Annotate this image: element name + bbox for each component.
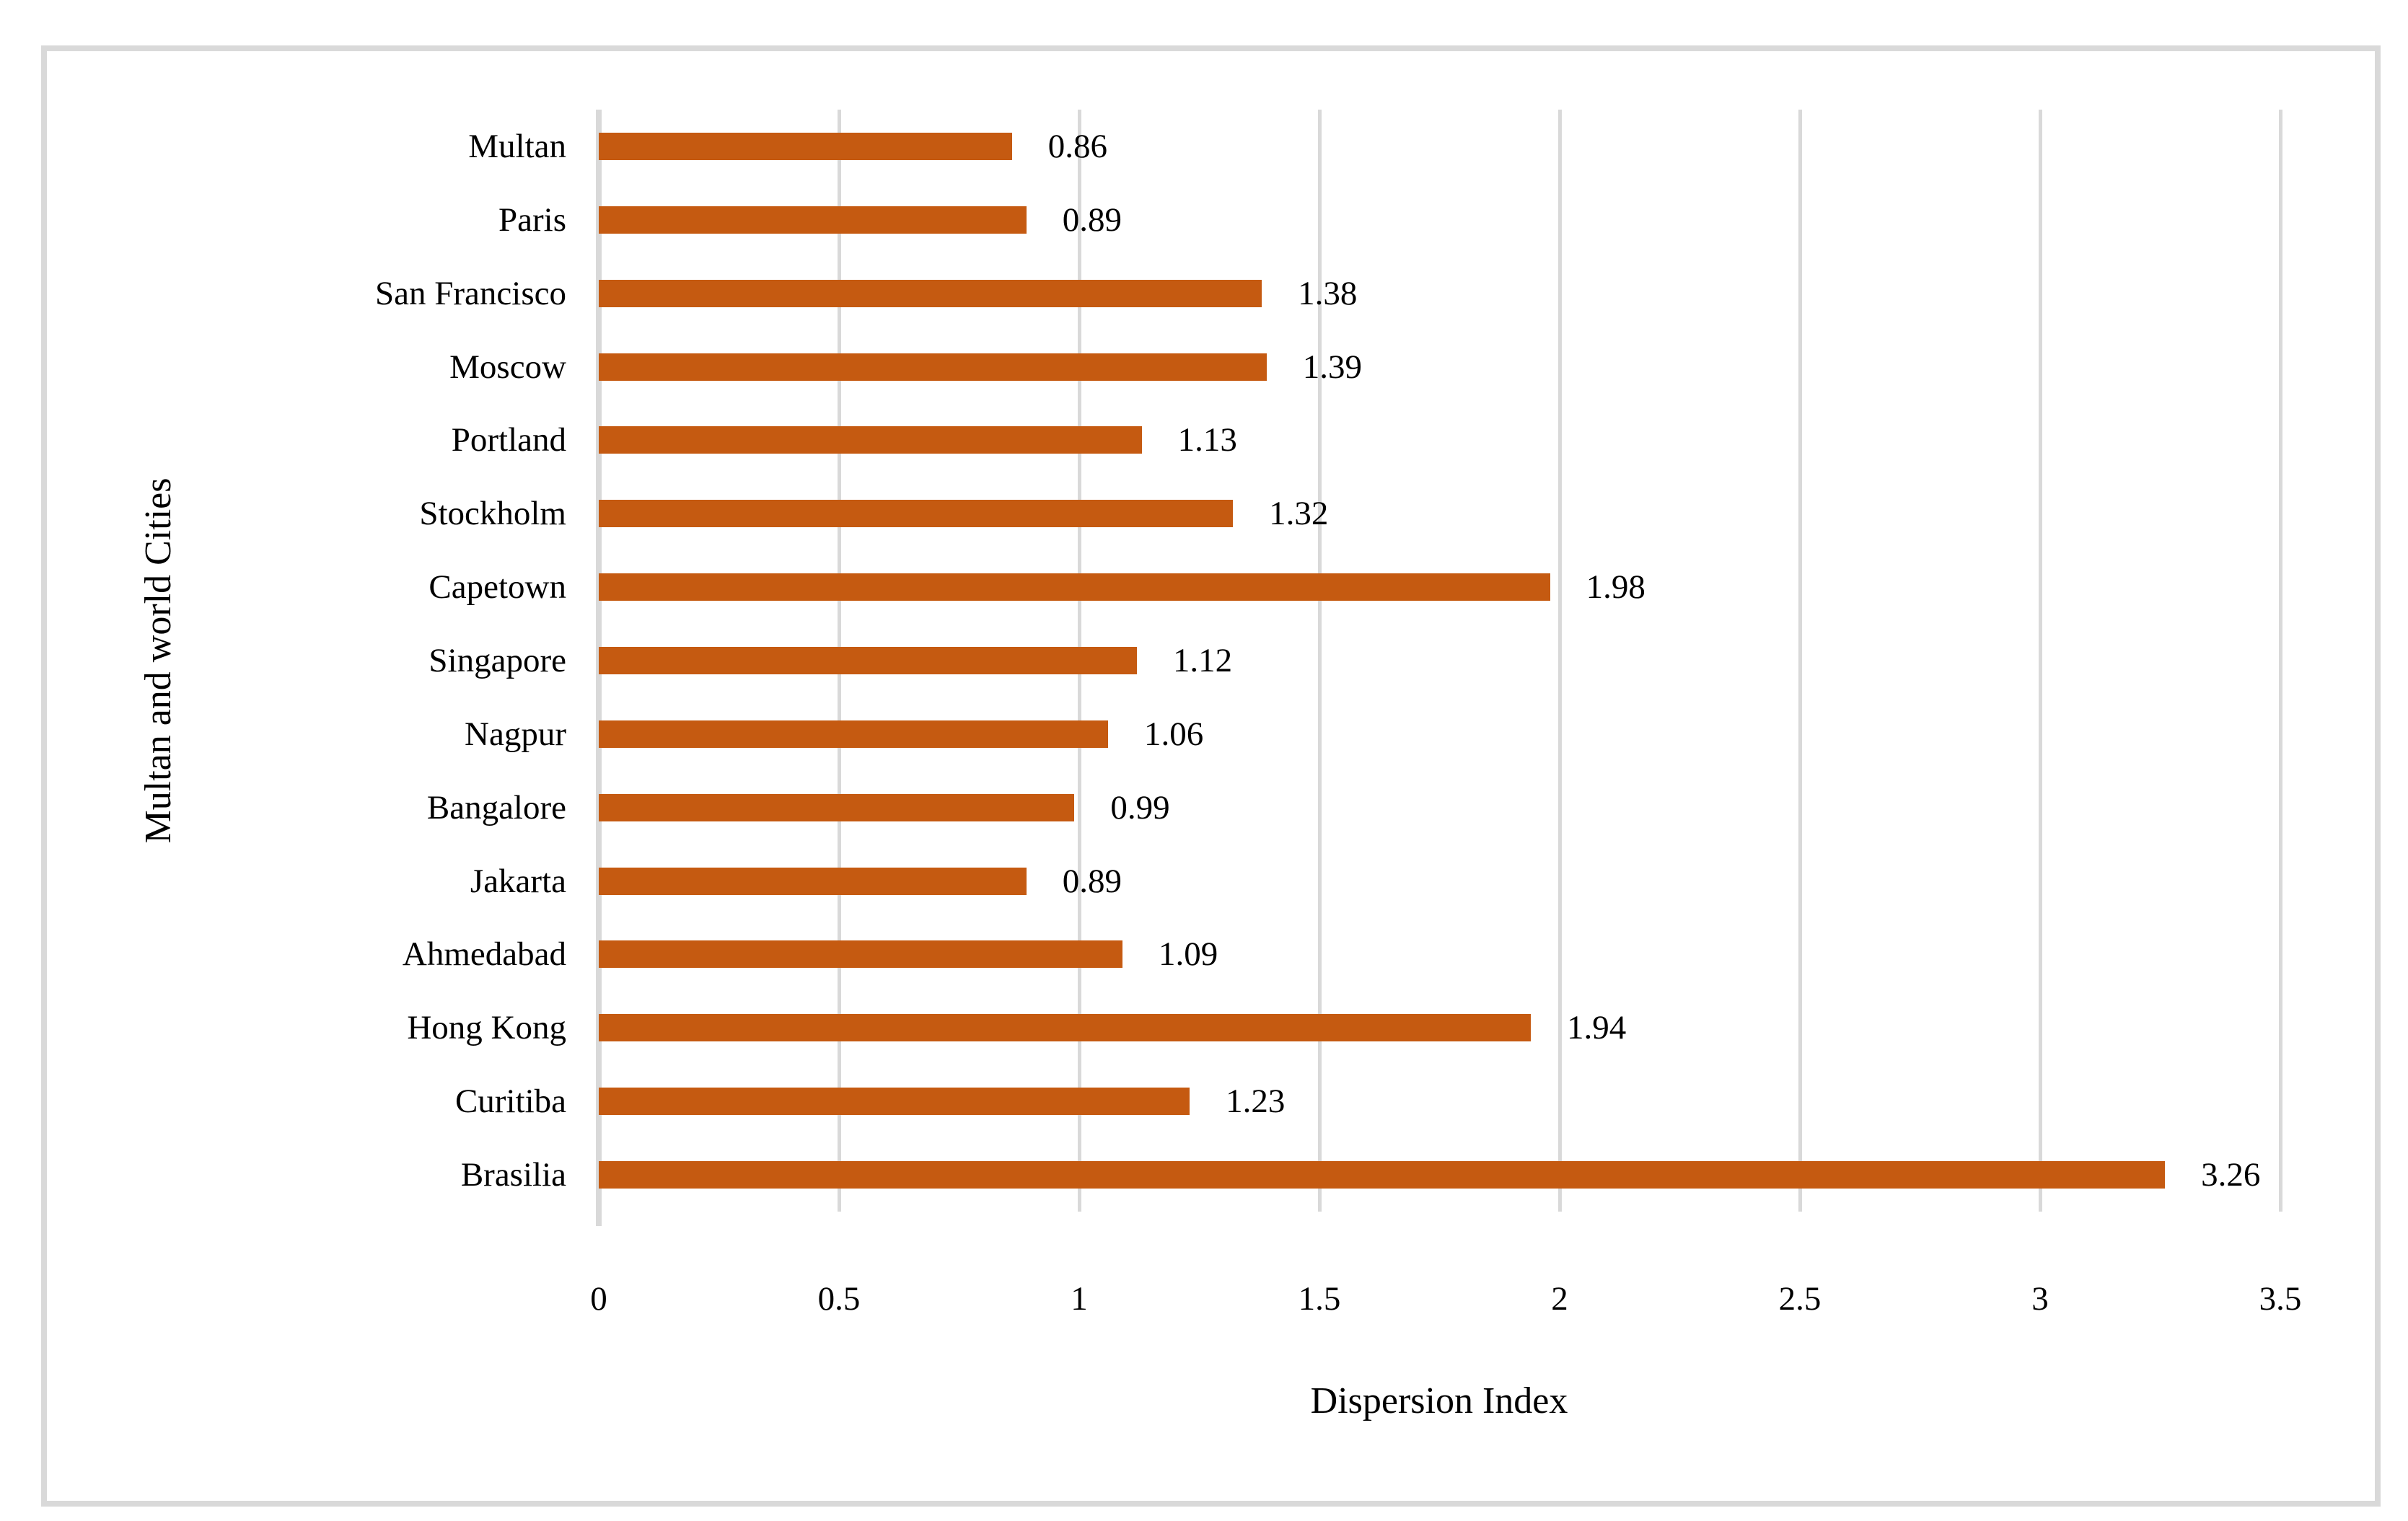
y-axis-title: Multan and world Cities xyxy=(138,477,179,844)
data-label: 1.12 xyxy=(1172,642,1233,679)
data-label: 1.06 xyxy=(1143,715,1204,753)
category-label: Multan xyxy=(468,127,566,165)
category-label: Ahmedabad xyxy=(402,935,566,974)
x-tick-label: 1.5 xyxy=(1298,1280,1341,1318)
bar xyxy=(599,1161,2166,1189)
bar xyxy=(599,279,1262,307)
category-label: Stockholm xyxy=(419,495,566,533)
data-label: 1.32 xyxy=(1269,495,1329,533)
data-label: 0.86 xyxy=(1047,127,1107,165)
category-label: Capetown xyxy=(429,568,566,607)
category-label: Bangalore xyxy=(426,788,566,826)
gridline xyxy=(1798,110,1802,1212)
data-label: 0.89 xyxy=(1062,200,1122,239)
x-tick-label: 1 xyxy=(1071,1280,1088,1318)
gridline xyxy=(2038,110,2042,1212)
data-label: 1.13 xyxy=(1177,421,1237,459)
bar xyxy=(599,132,1012,160)
category-label: Curitiba xyxy=(454,1083,566,1121)
category-label: Singapore xyxy=(429,642,566,679)
data-label: 1.23 xyxy=(1226,1083,1286,1121)
bar xyxy=(599,1014,1532,1042)
category-label: Portland xyxy=(451,421,566,459)
data-label: 1.94 xyxy=(1567,1009,1627,1047)
x-tick-label: 0.5 xyxy=(817,1280,861,1318)
gridline xyxy=(1317,110,1322,1212)
data-label: 1.38 xyxy=(1298,274,1358,312)
data-label: 0.89 xyxy=(1062,862,1122,900)
gridline xyxy=(2278,110,2282,1212)
data-label: 1.39 xyxy=(1302,348,1362,386)
bar xyxy=(599,500,1234,528)
x-tick-label: 2.5 xyxy=(1778,1280,1822,1318)
bar xyxy=(599,573,1550,601)
gridline xyxy=(1557,110,1562,1212)
category-label: Brasilia xyxy=(460,1156,566,1194)
data-label: 3.26 xyxy=(2201,1156,2261,1194)
category-label: San Francisco xyxy=(375,274,566,312)
bar xyxy=(599,867,1027,895)
data-label: 1.98 xyxy=(1586,568,1645,607)
x-tick-label: 3.5 xyxy=(2259,1280,2302,1318)
bar xyxy=(599,353,1267,381)
bar xyxy=(599,940,1122,969)
x-tick-label: 0 xyxy=(590,1280,607,1318)
x-tick-label: 2 xyxy=(1551,1280,1568,1318)
bar xyxy=(599,1088,1190,1116)
x-tick-label: 3 xyxy=(2031,1280,2049,1318)
data-label: 1.09 xyxy=(1158,935,1218,974)
data-label: 0.99 xyxy=(1110,788,1170,826)
category-label: Hong Kong xyxy=(407,1009,566,1047)
bar xyxy=(599,426,1142,454)
bar xyxy=(599,647,1137,674)
bar xyxy=(599,720,1108,748)
bar xyxy=(599,793,1075,821)
bar xyxy=(599,206,1027,234)
category-label: Paris xyxy=(498,200,566,239)
category-label: Jakarta xyxy=(470,862,566,900)
x-axis-title: Dispersion Index xyxy=(1310,1380,1568,1421)
category-label: Moscow xyxy=(449,348,566,386)
category-label: Nagpur xyxy=(465,715,566,753)
